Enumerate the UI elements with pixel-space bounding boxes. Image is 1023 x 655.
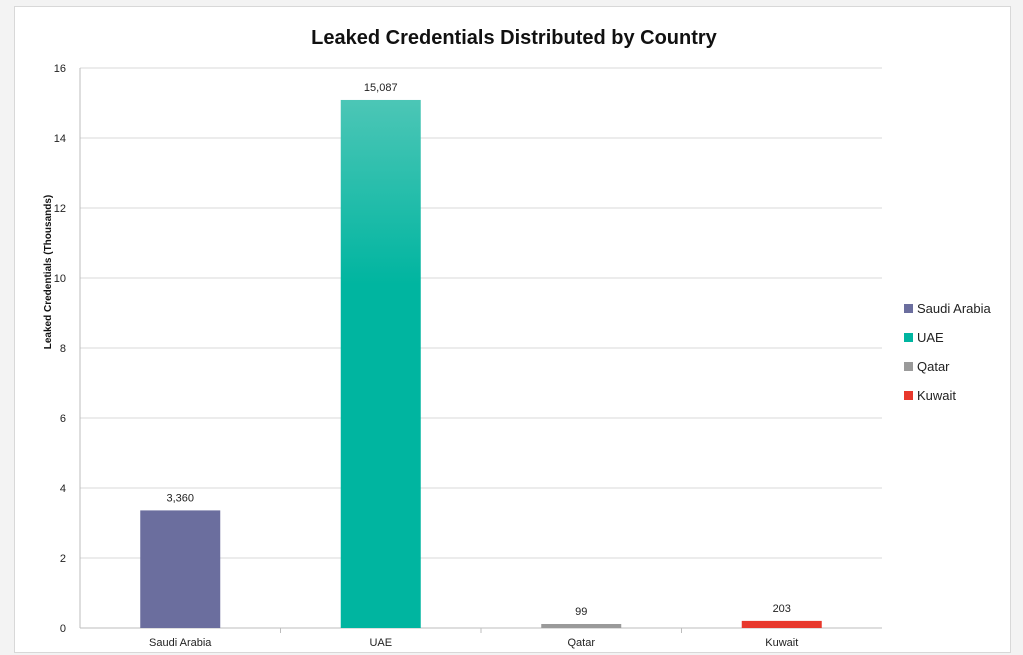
bar-uae <box>340 99 421 628</box>
chart-title: Leaked Credentials Distributed by Countr… <box>311 27 718 49</box>
y-tick-label: 12 <box>54 203 66 215</box>
x-category-label: Qatar <box>567 637 595 649</box>
bars <box>140 99 822 628</box>
data-label: 15,087 <box>364 82 398 94</box>
data-label: 3,360 <box>166 492 194 504</box>
y-tick-label: 2 <box>60 553 66 565</box>
y-tick-label: 6 <box>60 413 66 425</box>
bar-saudi-arabia <box>140 510 221 628</box>
legend: Saudi Arabia UAE Qatar Kuwait <box>904 301 991 403</box>
x-category-label: UAE <box>369 637 392 649</box>
legend-entry: UAE <box>917 330 944 345</box>
legend-entry: Saudi Arabia <box>917 301 991 316</box>
y-tick-label: 10 <box>54 273 66 285</box>
y-tick-label: 4 <box>60 483 66 495</box>
legend-swatch <box>904 391 913 400</box>
bar-kuwait <box>741 620 822 628</box>
legend-entry: Kuwait <box>917 388 956 403</box>
chart-frame: Leaked Credentials Distributed by Countr… <box>14 6 1011 653</box>
legend-swatch <box>904 304 913 313</box>
y-axis-title: Leaked Credentials (Thousands) <box>43 195 54 349</box>
y-tick-label: 8 <box>60 343 66 355</box>
bar-qatar <box>541 624 622 628</box>
legend-swatch <box>904 333 913 342</box>
legend-entry: Qatar <box>917 359 950 374</box>
x-category-label: Saudi Arabia <box>149 637 212 649</box>
bar-chart: Leaked Credentials Distributed by Countr… <box>43 27 991 649</box>
data-label: 203 <box>773 603 791 615</box>
data-label: 99 <box>575 606 587 618</box>
x-category-label: Kuwait <box>765 637 798 649</box>
y-tick-label: 14 <box>54 133 66 145</box>
labels: 0 2 4 6 8 10 12 14 16 3,360 Saudi Arabia 15,087 UAE 9… <box>54 63 799 649</box>
y-tick-label: 16 <box>54 63 66 75</box>
y-tick-label: 0 <box>60 623 66 635</box>
legend-swatch <box>904 362 913 371</box>
